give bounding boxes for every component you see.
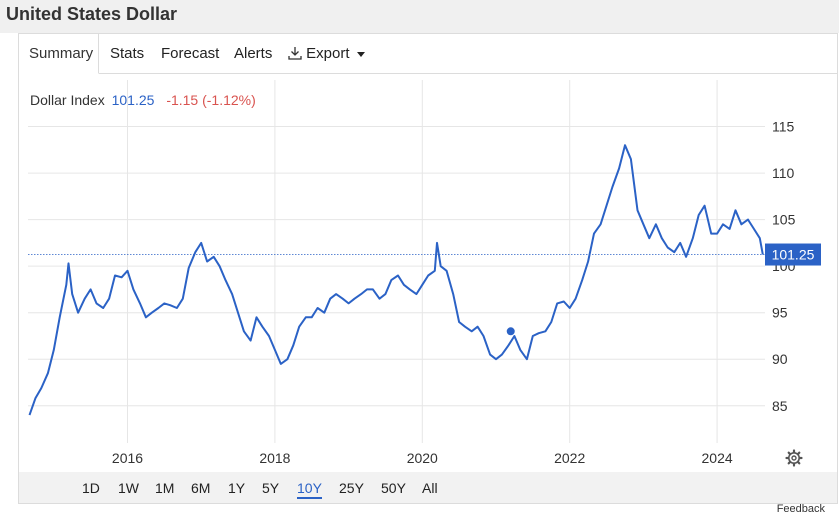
data-marker [506,327,515,336]
x-tick-label: 2020 [407,450,438,466]
y-tick-label: 90 [772,351,788,367]
tab-stats[interactable]: Stats [110,45,145,62]
y-tick-label: 105 [772,212,796,228]
export-label: Export [306,45,350,62]
last-value-label: 101.25 [772,247,815,263]
x-tick-label: 2024 [702,450,733,466]
quote-line: Dollar Index 101.25 -1.15 (-1.12%) [30,92,256,108]
range-1w[interactable]: 1W [118,480,139,496]
range-10y[interactable]: 10Y [297,480,322,499]
range-selector: 1D 1W 1M 6M 1Y 5Y 10Y 25Y 50Y All [19,472,837,503]
range-1m[interactable]: 1M [155,480,175,496]
range-50y[interactable]: 50Y [381,480,406,496]
tab-bar: Summary Stats Forecast Alerts Export [19,34,837,74]
page-title: United States Dollar [6,4,178,24]
range-5y[interactable]: 5Y [262,480,280,496]
range-6m[interactable]: 6M [191,480,211,496]
tab-export[interactable]: Export [288,34,365,74]
y-tick-label: 110 [772,165,795,181]
x-tick-label: 2022 [554,450,585,466]
tab-forecast[interactable]: Forecast [161,45,220,62]
x-tick-label: 2018 [259,450,290,466]
quote-change: -1.15 (-1.12%) [166,92,256,108]
range-1d[interactable]: 1D [82,480,100,496]
gear-icon[interactable] [785,449,803,467]
tab-summary[interactable]: Summary [19,34,99,74]
y-tick-label: 85 [772,398,788,414]
chevron-down-icon [356,51,365,57]
range-1y[interactable]: 1Y [228,480,246,496]
x-tick-label: 2016 [112,450,143,466]
y-tick-label: 95 [772,305,788,321]
quote-name: Dollar Index [30,92,105,108]
range-25y[interactable]: 25Y [339,480,364,496]
title-bar: United States Dollar [0,0,839,33]
tab-alerts[interactable]: Alerts [234,45,273,62]
last-value-tag [765,243,821,266]
y-tick-label: 115 [772,119,795,135]
series-line [28,144,764,416]
range-all[interactable]: All [422,480,438,496]
quote-price: 101.25 [111,92,155,108]
download-icon [288,47,302,60]
chart-panel [18,33,838,504]
feedback-link[interactable]: Feedback [776,503,825,515]
